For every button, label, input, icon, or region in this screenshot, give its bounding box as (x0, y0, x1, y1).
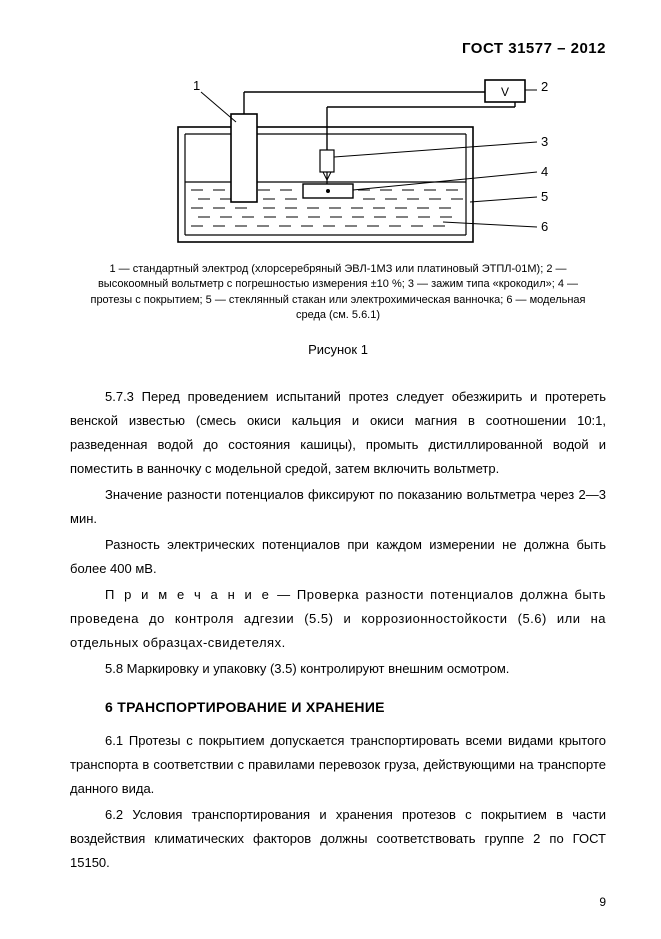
para-58: 5.8 Маркировку и упаковку (3.5) контроли… (70, 657, 606, 681)
diagram-svg: V 1 2 3 4 5 6 (123, 72, 553, 252)
doc-header: ГОСТ 31577 – 2012 (70, 40, 606, 57)
para-61: 6.1 Протезы с покрытием допускается тран… (70, 729, 606, 801)
figure-label-5: 5 (541, 189, 548, 204)
figure-caption: Рисунок 1 (70, 342, 606, 357)
para-62: 6.2 Условия транспортирования и хранения… (70, 803, 606, 875)
figure-label-4: 4 (541, 164, 548, 179)
voltmeter-label: V (501, 85, 509, 99)
figure-label-2: 2 (541, 79, 548, 94)
para-573: 5.7.3 Перед проведением испытаний протез… (70, 385, 606, 481)
figure-label-3: 3 (541, 134, 548, 149)
page: ГОСТ 31577 – 2012 (0, 0, 661, 939)
figure-label-6: 6 (541, 219, 548, 234)
page-number: 9 (70, 895, 606, 909)
figure-label-1: 1 (193, 78, 200, 93)
section-6-heading: 6 ТРАНСПОРТИРОВАНИЕ И ХРАНЕНИЕ (105, 699, 606, 715)
figure-legend: 1 — стандартный электрод (хлорсеребряный… (80, 262, 596, 324)
note: П р и м е ч а н и е — Проверка разности … (70, 583, 606, 655)
figure-1: V 1 2 3 4 5 6 (70, 72, 606, 252)
para-573b: Значение разности потенциалов фиксируют … (70, 483, 606, 531)
para-573c: Разность электрических потенциалов при к… (70, 533, 606, 581)
note-label: П р и м е ч а н и е (105, 587, 271, 602)
